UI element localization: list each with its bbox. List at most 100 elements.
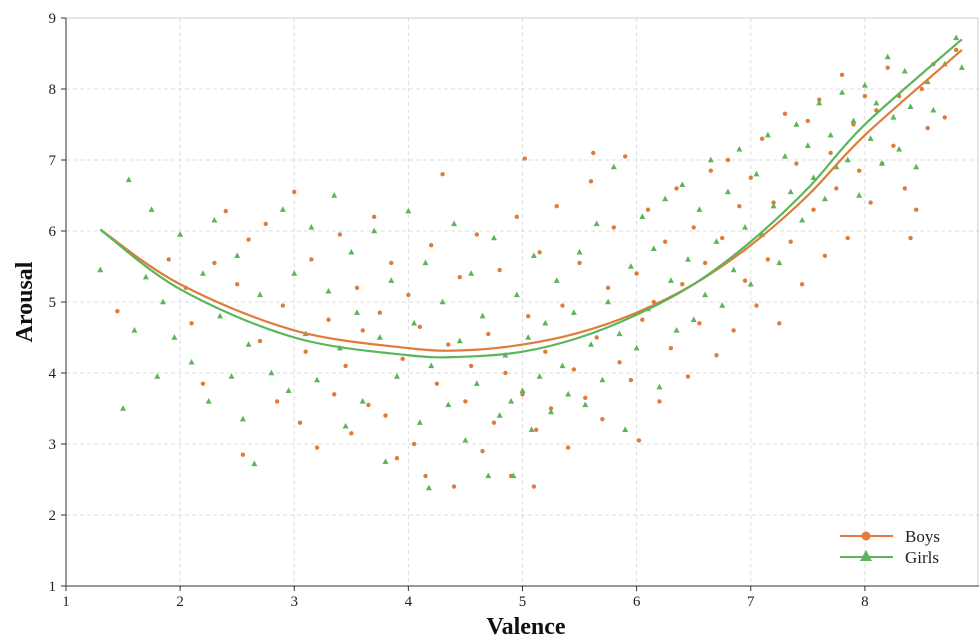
boys-point	[240, 452, 246, 457]
boys-point	[223, 208, 228, 214]
girls-point	[565, 390, 572, 397]
boys-point	[383, 413, 388, 418]
boys-point	[782, 111, 788, 117]
boys-point	[531, 484, 537, 489]
boys-point	[737, 203, 742, 209]
x-axis-ticks: 1 2 3 4 5 6 7 8	[62, 586, 869, 610]
girls-point	[622, 426, 629, 432]
boys-point	[591, 150, 596, 156]
girls-point	[730, 266, 737, 273]
girls-point	[217, 312, 224, 319]
girls-point	[570, 309, 577, 315]
girls-point	[97, 266, 104, 273]
girls-point	[142, 273, 149, 280]
boys-point	[246, 237, 251, 242]
boys-point	[765, 257, 771, 262]
girls-point	[513, 291, 520, 298]
boys-point	[691, 225, 696, 230]
boys-point	[623, 154, 628, 159]
y-axis-ticks: 1 2 3 4 5 6 7 8 9	[49, 11, 66, 595]
boys-point	[526, 314, 531, 319]
girls-point	[827, 131, 834, 138]
boys-point	[486, 331, 491, 337]
boys-point	[771, 200, 776, 205]
boys-point	[343, 363, 348, 369]
legend-marker-girls	[860, 550, 872, 561]
boys-point	[636, 438, 642, 443]
boys-point	[297, 420, 303, 425]
legend-item-boys: Boys	[840, 527, 940, 546]
boys-point	[560, 303, 565, 308]
boys-point	[634, 271, 639, 276]
boys-point	[537, 250, 542, 255]
boys-point	[759, 136, 765, 141]
girls-point	[154, 373, 161, 379]
series-boys-points	[115, 47, 959, 489]
boys-point	[600, 416, 605, 422]
boys-point	[292, 189, 297, 195]
boys-point	[811, 207, 816, 212]
boys-point	[594, 335, 599, 340]
legend-label-boys: Boys	[905, 527, 940, 546]
girls-point	[120, 405, 127, 411]
girls-point	[530, 252, 537, 259]
girls-point	[924, 78, 931, 85]
legend-item-girls: Girls	[840, 548, 939, 567]
legend-marker-boys	[861, 531, 871, 541]
girls-point	[291, 270, 298, 276]
x-tick-label: 7	[747, 594, 755, 610]
boys-point	[543, 349, 548, 354]
boys-point	[828, 150, 833, 156]
boys-point	[657, 399, 662, 404]
y-tick-label: 6	[49, 224, 57, 240]
boys-point	[799, 282, 805, 287]
boys-point	[702, 260, 708, 266]
girls-point	[764, 131, 771, 138]
girls-point	[479, 312, 486, 319]
girls-point	[348, 248, 355, 255]
girls-point	[890, 114, 897, 120]
boys-point	[309, 257, 314, 262]
boys-point	[942, 115, 947, 120]
x-tick-label: 8	[861, 594, 869, 610]
girls-fit-curve	[99, 38, 963, 359]
boys-point	[868, 200, 873, 205]
grid	[66, 18, 979, 586]
boys-point	[423, 473, 428, 479]
girls-point	[314, 376, 321, 383]
girls-point	[422, 259, 429, 266]
boys-point	[908, 235, 913, 241]
girls-point	[199, 270, 206, 276]
girls-point	[251, 460, 258, 467]
girls-point	[770, 202, 777, 209]
girls-point	[485, 472, 492, 479]
girls-point	[536, 373, 543, 379]
girls-point	[279, 206, 286, 212]
girls-point	[930, 106, 937, 113]
girls-point	[382, 458, 389, 464]
boys-point	[805, 118, 811, 124]
girls-point	[205, 398, 212, 404]
boys-point	[474, 232, 480, 237]
girls-point	[257, 291, 264, 298]
boys-point	[115, 309, 120, 314]
girls-point	[861, 82, 868, 88]
girls-point	[850, 117, 857, 124]
boys-point	[708, 168, 714, 173]
girls-point	[510, 472, 517, 479]
boys-point	[548, 406, 554, 411]
girls-point	[810, 174, 817, 180]
boys-point	[577, 260, 582, 266]
y-tick-label: 1	[49, 579, 57, 595]
boys-point	[520, 392, 525, 397]
boys-point	[303, 349, 308, 354]
boys-point	[605, 285, 611, 290]
girls-point	[839, 89, 846, 95]
girls-point	[724, 188, 731, 195]
girls-point	[702, 291, 709, 298]
boys-point	[331, 392, 337, 397]
boys-point	[212, 260, 217, 266]
boys-point	[366, 402, 371, 408]
girls-point	[428, 362, 435, 369]
y-tick-label: 2	[49, 508, 57, 524]
